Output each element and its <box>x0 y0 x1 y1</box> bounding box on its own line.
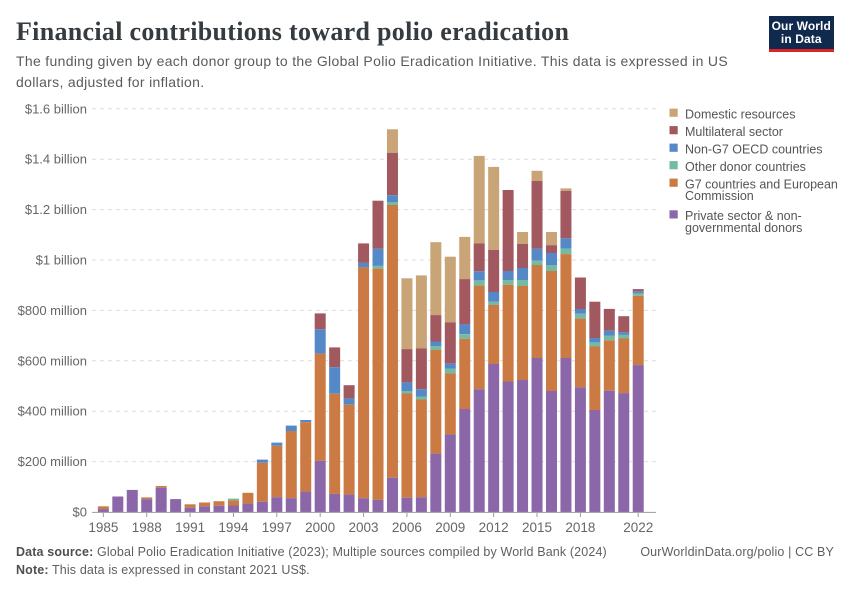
svg-text:2012: 2012 <box>479 520 509 535</box>
svg-text:2006: 2006 <box>392 520 422 535</box>
svg-text:1997: 1997 <box>262 520 292 535</box>
svg-text:Private sector & non-: Private sector & non- <box>685 209 802 223</box>
svg-text:$200 million: $200 million <box>18 454 87 469</box>
svg-text:2003: 2003 <box>349 520 379 535</box>
svg-text:$1.4 billion: $1.4 billion <box>25 152 87 167</box>
svg-text:$800 million: $800 million <box>18 303 87 318</box>
svg-text:1991: 1991 <box>175 520 205 535</box>
svg-text:Multilateral sector: Multilateral sector <box>685 125 783 139</box>
svg-text:2018: 2018 <box>565 520 595 535</box>
svg-text:$0: $0 <box>73 505 87 520</box>
svg-text:1994: 1994 <box>218 520 249 535</box>
svg-text:$400 million: $400 million <box>18 404 87 419</box>
svg-text:1985: 1985 <box>88 520 118 535</box>
svg-text:$600 million: $600 million <box>18 353 87 368</box>
svg-text:Commission: Commission <box>685 189 754 203</box>
svg-text:Domestic resources: Domestic resources <box>685 108 795 122</box>
svg-text:1988: 1988 <box>132 520 162 535</box>
svg-text:G7 countries and European: G7 countries and European <box>685 178 838 192</box>
svg-text:2009: 2009 <box>435 520 465 535</box>
svg-text:$1.2 billion: $1.2 billion <box>25 202 87 217</box>
svg-text:$1.6 billion: $1.6 billion <box>25 101 87 116</box>
svg-text:Other donor countries: Other donor countries <box>685 160 806 174</box>
svg-text:$1 billion: $1 billion <box>36 253 87 268</box>
svg-text:governmental donors: governmental donors <box>685 221 802 235</box>
svg-text:Non-G7 OECD countries: Non-G7 OECD countries <box>685 143 823 157</box>
svg-text:2000: 2000 <box>305 520 335 535</box>
svg-text:2022: 2022 <box>623 520 653 535</box>
svg-text:2015: 2015 <box>522 520 552 535</box>
